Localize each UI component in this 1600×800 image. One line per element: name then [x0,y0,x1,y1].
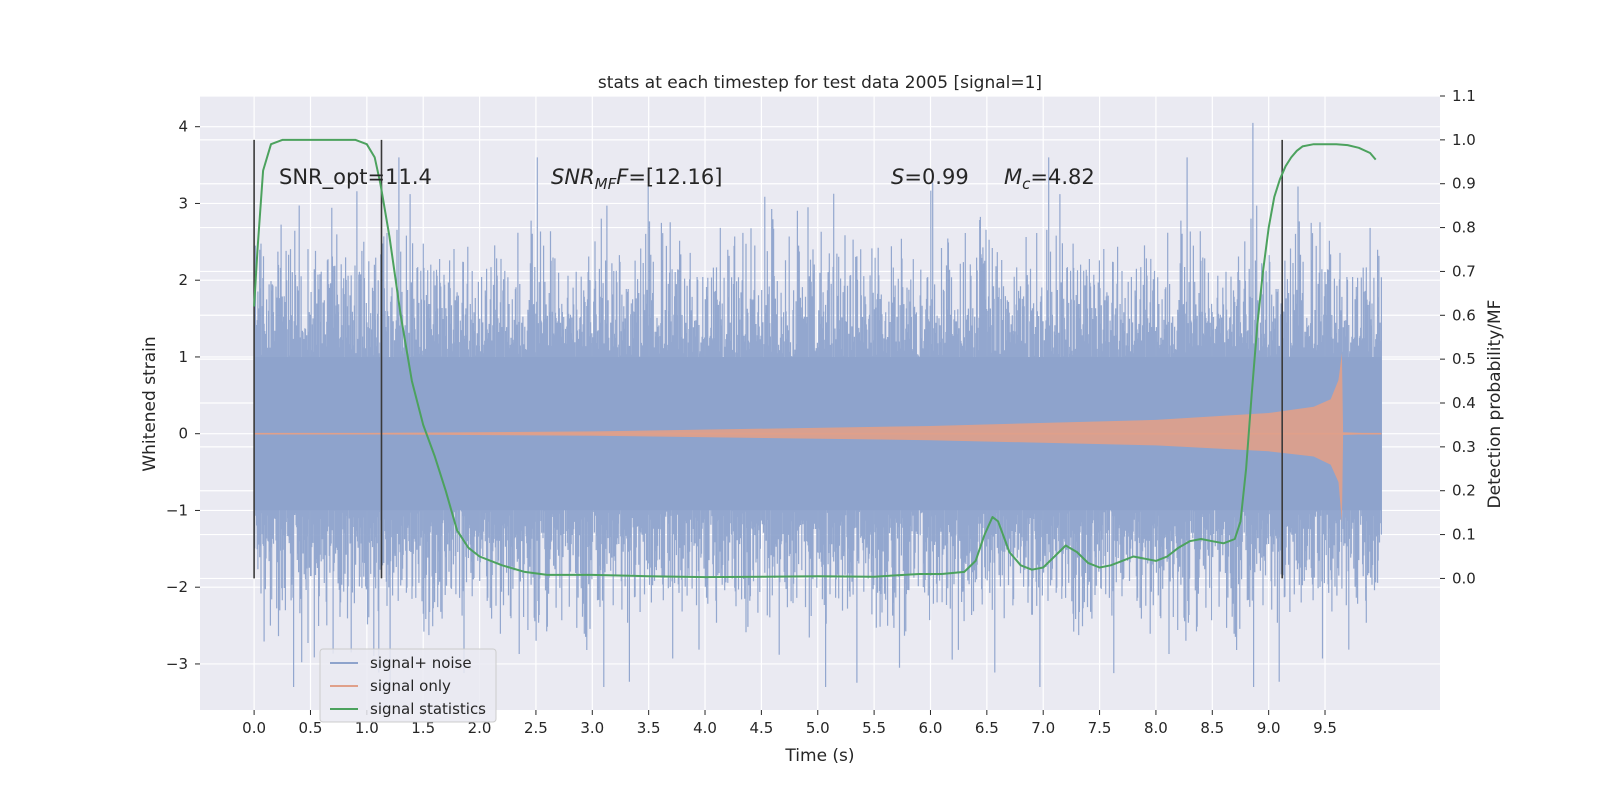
y-left-axis-label: Whitened strain [140,336,160,471]
y-right-tick-label: 0.7 [1452,262,1476,280]
x-tick-label: 9.5 [1313,719,1337,737]
annotation-mc-value: =4.82 [1030,165,1094,189]
annotation-s-value: =0.99 [904,165,968,189]
annotation-s-name: S [891,165,904,189]
y-left-tick-label: 2 [178,271,188,289]
y-right-tick-label: 1.0 [1452,131,1476,149]
y-left-tick-label: −2 [166,578,188,596]
x-tick-label: 9.0 [1257,719,1281,737]
x-tick-label: 1.0 [355,719,379,737]
y-right-tick-label: 0.9 [1452,175,1476,193]
x-tick-label: 2.5 [524,719,548,737]
annotation-mc-sub: c [1022,175,1031,193]
y-left-tick-label: −3 [166,655,188,673]
x-tick-label: 4.0 [693,719,717,737]
y-right-tick-label: 0.5 [1452,350,1476,368]
y-right-tick-label: 0.2 [1452,482,1476,500]
x-tick-label: 5.5 [862,719,886,737]
x-tick-label: 5.0 [806,719,830,737]
x-tick-label: 8.5 [1200,719,1224,737]
x-tick-label: 3.5 [637,719,661,737]
legend-label-signal-noise: signal+ noise [370,654,472,672]
annotation-mc: Mc=4.82 [1004,165,1095,193]
series-signal-statistics [253,138,1377,579]
series-signal-only [254,353,1382,523]
y-left-tick-label: 1 [178,348,188,366]
y-right-axis-label: Detection probability/MF [1485,300,1505,509]
y-right-tick-label: 0.3 [1452,438,1476,456]
legend: signal+ noise signal only signal statist… [319,648,497,723]
x-tick-label: 3.0 [580,719,604,737]
y-left-tick-label: 0 [178,425,188,443]
legend-label-signal-only: signal only [370,677,451,695]
y-left-tick-label: 4 [178,118,188,136]
x-tick-label: 6.5 [975,719,999,737]
annotation-s: S=0.99 [891,165,969,189]
y-right-tick-label: 0.4 [1452,394,1476,412]
signal-only-band [254,353,1382,523]
y-left-tick-label: −1 [166,501,188,519]
vertical-markers [253,139,1283,579]
x-tick-label: 4.5 [749,719,773,737]
x-tick-label: 7.0 [1031,719,1055,737]
x-tick-label: 0.5 [299,719,323,737]
annotation-snr-opt: SNR_opt=11.4 [279,165,432,190]
x-axis-ticks: 0.0 0.5 1.0 1.5 2.0 2.5 3.0 3.5 4.0 4.5 5.0 5.5 6.0 6… [242,710,1337,737]
y-right-tick-label: 0.8 [1452,219,1476,237]
annotation-snr-mf-name: SNR [551,165,595,189]
y-right-tick-label: 0.6 [1452,306,1476,324]
x-axis-label: Time (s) [784,746,854,766]
y-right-tick-label: 0.0 [1452,569,1476,587]
x-tick-label: 7.5 [1088,719,1112,737]
x-tick-label: 0.0 [242,719,266,737]
x-tick-label: 6.0 [919,719,943,737]
y-left-axis-ticks: −3 −2 −1 0 1 2 3 4 [166,118,200,673]
annotation-mc-name: M [1004,165,1022,189]
chart-title: stats at each timestep for test data 200… [598,73,1042,93]
y-right-axis-ticks: 0.0 0.1 0.2 0.3 0.4 0.5 0.6 0.7 0.8 0.9 1.0 1.1 [1440,87,1476,587]
x-tick-label: 8.0 [1144,719,1168,737]
annotation-snr-mf-value: =[12.16] [628,165,722,189]
y-left-tick-label: 3 [178,194,188,212]
annotation-snr-mf: SNRMFF=[12.16] [551,165,722,193]
y-right-tick-label: 1.1 [1452,87,1476,105]
x-tick-label: 2.0 [468,719,492,737]
y-right-tick-label: 0.1 [1452,526,1476,544]
legend-label-signal-statistics: signal statistics [370,700,486,718]
annotation-snr-mf-sub: MF [595,175,617,193]
legend-box [319,648,497,723]
x-tick-label: 1.5 [411,719,435,737]
signal-statistics-line [253,138,1377,579]
